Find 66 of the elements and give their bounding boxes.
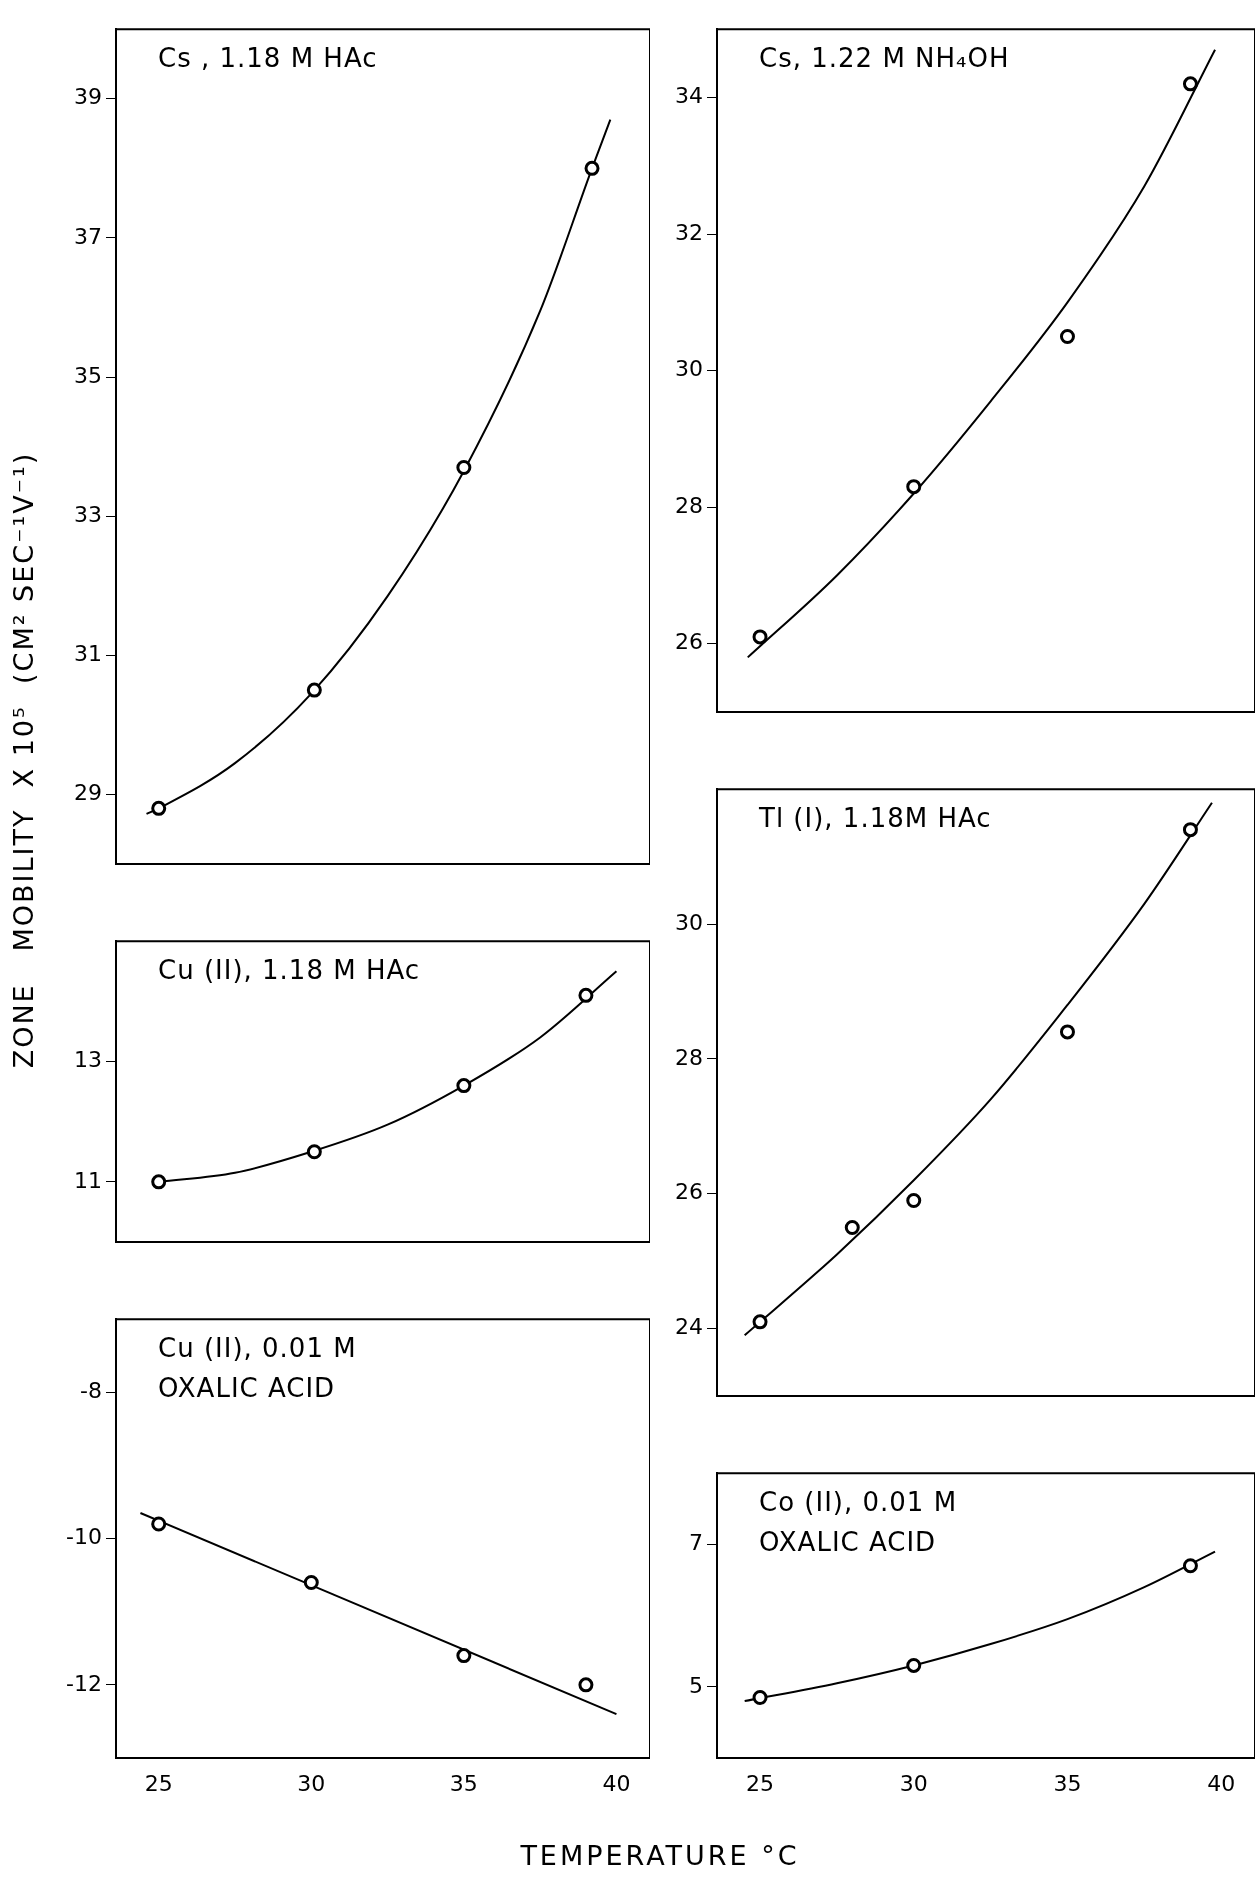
point — [1059, 1024, 1075, 1040]
y-tick-label: 7 — [689, 1530, 703, 1556]
text: Cu (II), 1.18 M HAc — [158, 954, 421, 987]
point — [151, 1516, 167, 1532]
text: Co (II), 0.01 M OXALIC ACID — [759, 1486, 959, 1559]
point — [306, 1144, 322, 1160]
x-tick-label: 40 — [1207, 1770, 1236, 1796]
y-tick-label: 32 — [675, 219, 703, 245]
x-tick-label: 25 — [746, 1770, 775, 1796]
y-axis-title: ZONE MOBILITY X 10⁵ (CM² SEC⁻¹V⁻¹) — [8, 450, 40, 1071]
x-axis-title: TEMPERATURE °C — [519, 1840, 801, 1871]
point — [456, 459, 472, 475]
point — [456, 1648, 472, 1664]
x-tick-label: 30 — [297, 1770, 326, 1796]
y-tick-label: 30 — [675, 909, 703, 935]
y-tick-label: 26 — [675, 1179, 703, 1205]
text: Cs, 1.22 M NH₄OH — [759, 42, 1010, 75]
text: Cs , 1.18 M HAc — [158, 42, 378, 75]
y-tick-label: 33 — [74, 501, 102, 527]
point — [906, 1657, 922, 1673]
point — [151, 1174, 167, 1190]
point — [752, 629, 768, 645]
y-tick-label: 30 — [675, 356, 703, 382]
y-tick-label: 31 — [74, 641, 102, 667]
y-tick-label: 24 — [675, 1314, 703, 1340]
y-tick-label: 11 — [74, 1167, 102, 1193]
line-series — [746, 48, 1217, 659]
y-tick-label: 37 — [74, 223, 102, 249]
point — [1182, 1558, 1198, 1574]
y-tick-label: -10 — [66, 1524, 102, 1550]
point — [151, 800, 167, 816]
point — [906, 479, 922, 495]
line-series — [743, 1550, 1217, 1703]
y-tick-label: 5 — [689, 1672, 703, 1698]
y-tick-label: -8 — [80, 1378, 102, 1404]
y-tick-label: 29 — [74, 780, 102, 806]
point — [578, 987, 594, 1003]
x-tick-label: 35 — [1053, 1770, 1082, 1796]
point — [578, 1677, 594, 1693]
x-tick-label: 25 — [144, 1770, 173, 1796]
y-tick-label: 13 — [74, 1047, 102, 1073]
line-series — [743, 801, 1213, 1337]
x-tick-label: 30 — [899, 1770, 928, 1796]
point — [306, 682, 322, 698]
point — [1182, 76, 1198, 92]
point — [303, 1574, 319, 1590]
y-tick-label: 34 — [675, 83, 703, 109]
point — [456, 1078, 472, 1094]
point — [1182, 822, 1198, 838]
point — [906, 1192, 922, 1208]
point — [844, 1219, 860, 1235]
point — [584, 160, 600, 176]
x-tick-label: 40 — [602, 1770, 631, 1796]
text: Cu (II), 0.01 M OXALIC ACID — [158, 1332, 358, 1405]
x-tick-label: 35 — [449, 1770, 478, 1796]
y-tick-label: 35 — [74, 362, 102, 388]
point — [752, 1314, 768, 1330]
point — [1059, 328, 1075, 344]
y-tick-label: 26 — [675, 629, 703, 655]
y-tick-label: 39 — [74, 84, 102, 110]
y-tick-label: 28 — [675, 1044, 703, 1070]
point — [752, 1689, 768, 1705]
y-tick-label: -12 — [66, 1670, 102, 1696]
y-tick-label: 28 — [675, 492, 703, 518]
text: Tl (I), 1.18M HAc — [759, 802, 992, 835]
line-series — [145, 118, 612, 815]
